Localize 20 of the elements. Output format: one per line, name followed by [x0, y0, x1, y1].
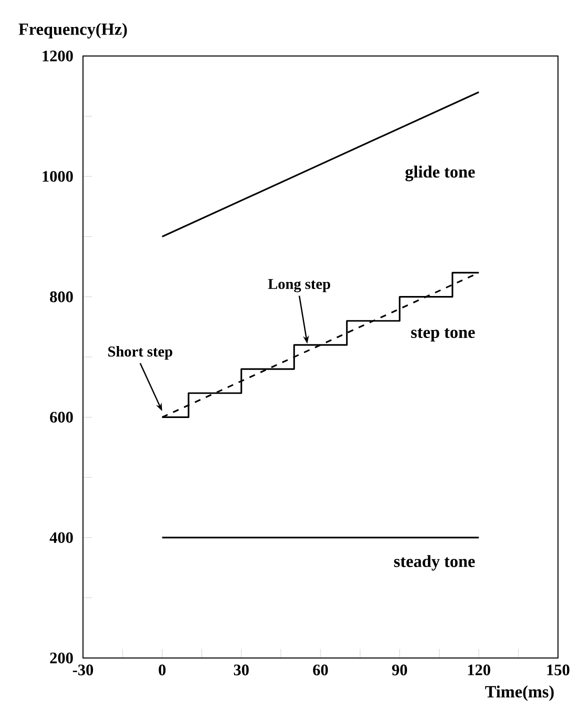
x-tick-label: 0	[158, 664, 166, 676]
y-tick-label: 1000	[42, 171, 73, 182]
y-tick-label: 200	[50, 652, 73, 664]
x-tick-label: 120	[468, 664, 490, 676]
series-label: step tone	[411, 328, 475, 342]
text: glide tone	[405, 166, 475, 182]
annotation: Short step	[108, 346, 172, 360]
x-axis-title: Time(ms)	[485, 686, 554, 701]
annotation: Long step	[268, 279, 330, 292]
series-label: steady tone	[394, 555, 475, 571]
x-tick-label: 60	[313, 664, 328, 676]
y-axis-title: Frequency(Hz)	[18, 23, 127, 38]
y-tick-label: 1200	[42, 50, 73, 62]
x-tick-label: 30	[234, 664, 249, 676]
x-tick-label: -30	[72, 664, 94, 676]
y-tick-label: 800	[50, 291, 73, 302]
y-tick-label: 400	[50, 532, 73, 543]
x-tick-label: 90	[392, 664, 408, 676]
y-tick-label: 600	[50, 412, 73, 423]
x-tick-label: 150	[547, 664, 570, 676]
